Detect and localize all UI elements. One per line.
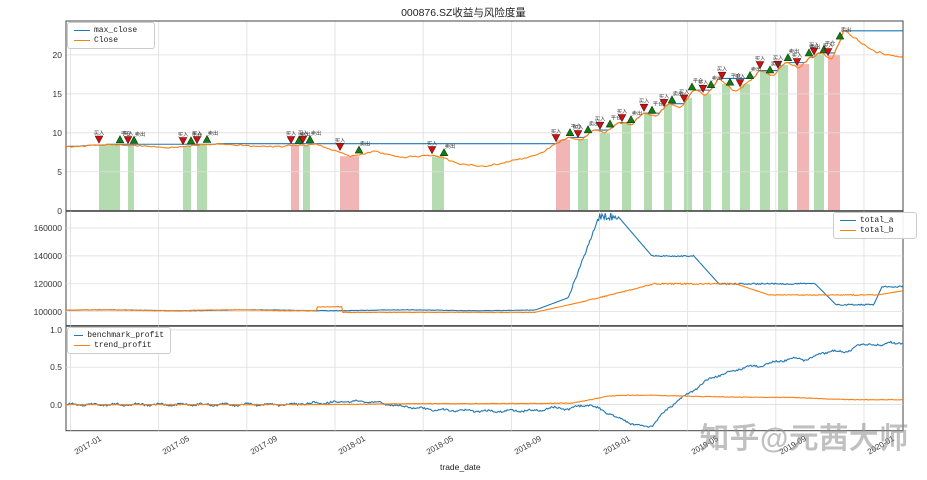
svg-text:卖出: 卖出: [360, 140, 371, 148]
svg-text:卖出: 卖出: [712, 74, 723, 82]
svg-text:买入: 买入: [427, 139, 438, 147]
svg-text:买入: 买入: [335, 136, 346, 144]
svg-text:卖出: 卖出: [445, 142, 456, 150]
svg-text:买入: 买入: [823, 41, 834, 49]
svg-text:买入: 买入: [192, 129, 203, 137]
svg-text:买入: 买入: [755, 54, 766, 62]
svg-text:平仓: 平仓: [653, 100, 664, 108]
svg-text:卖出: 卖出: [841, 26, 852, 34]
svg-text:买入: 买入: [595, 115, 606, 123]
svg-text:卖出: 卖出: [208, 129, 219, 137]
svg-text:买入: 买入: [94, 129, 105, 137]
svg-text:买入: 买入: [617, 107, 628, 115]
svg-text:卖出: 卖出: [135, 130, 146, 138]
svg-text:买入: 买入: [679, 87, 690, 95]
svg-text:买入: 买入: [639, 97, 650, 105]
svg-text:买入: 买入: [773, 54, 784, 62]
svg-text:买入: 买入: [659, 92, 670, 100]
svg-text:买入: 买入: [792, 51, 803, 59]
svg-text:买入: 买入: [298, 129, 309, 137]
svg-text:卖出: 卖出: [311, 129, 322, 137]
svg-text:买入: 买入: [717, 65, 728, 73]
svg-text:买入: 买入: [735, 72, 746, 80]
svg-text:买入: 买入: [123, 129, 134, 137]
svg-text:买入: 买入: [698, 78, 709, 86]
svg-text:买入: 买入: [809, 40, 820, 48]
svg-text:买入: 买入: [178, 130, 189, 138]
svg-text:买入: 买入: [573, 123, 584, 131]
svg-text:卖出: 卖出: [751, 65, 762, 73]
svg-text:买入: 买入: [286, 129, 297, 137]
svg-text:卖出: 卖出: [632, 109, 643, 117]
svg-text:买入: 买入: [551, 127, 562, 135]
